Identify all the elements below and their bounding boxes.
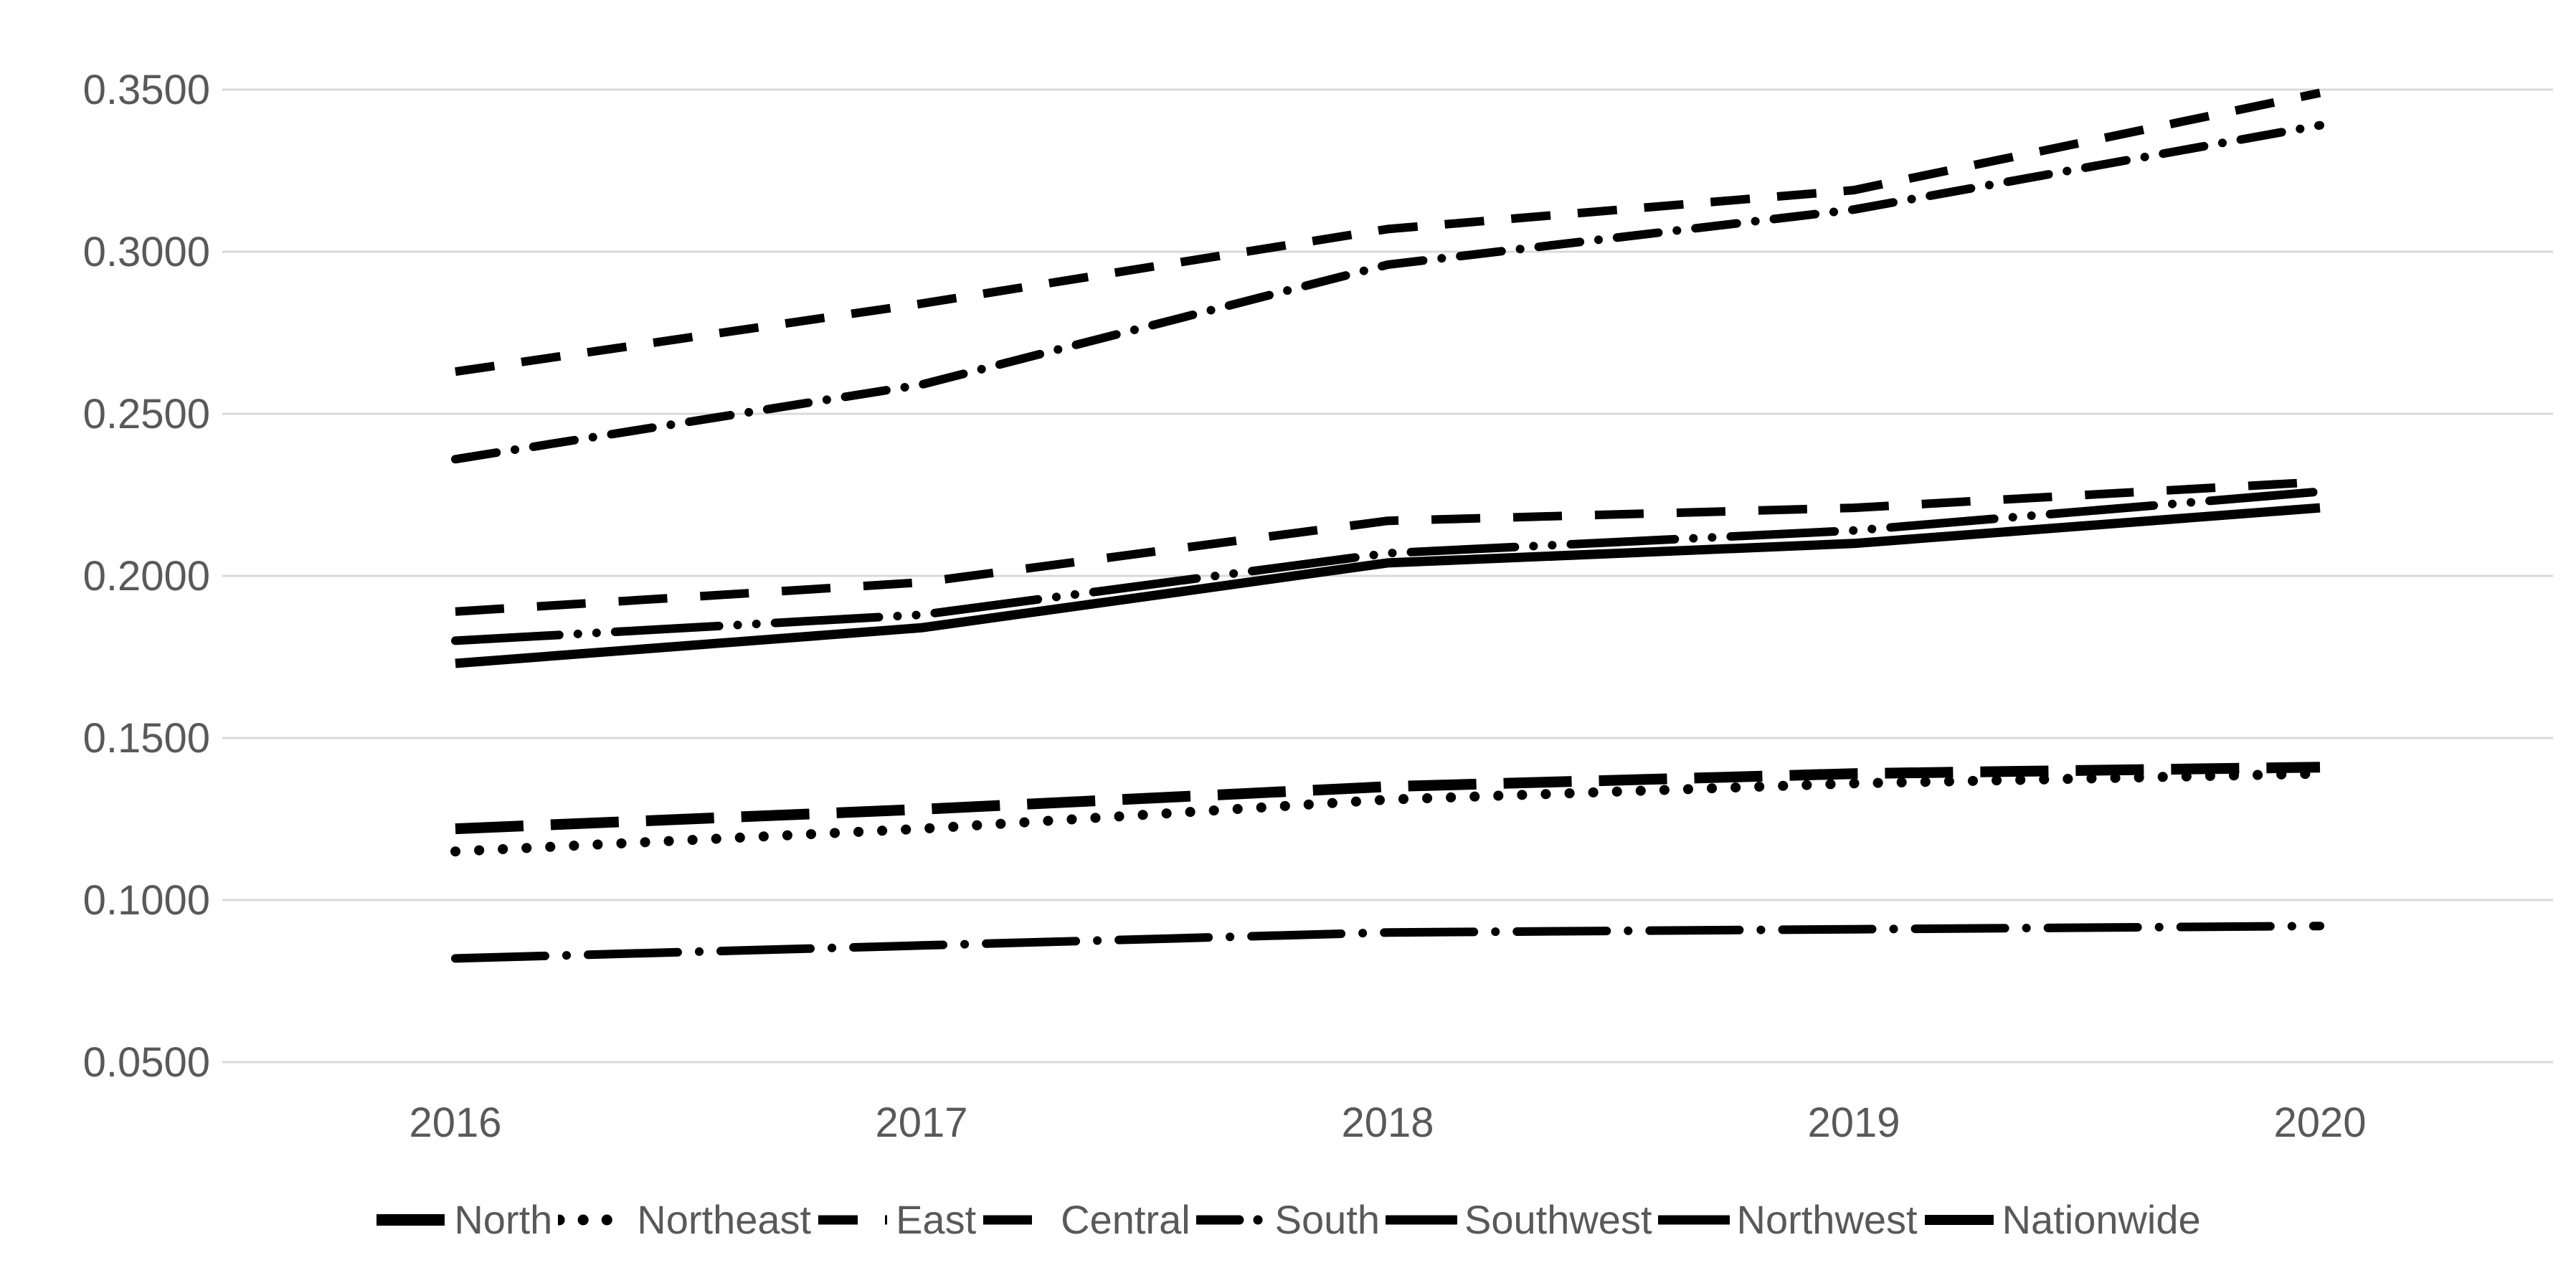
legend-label: North — [454, 1197, 553, 1242]
legend-item-northwest: Northwest — [1657, 1196, 1918, 1243]
y-axis-tick-label: 0.3500 — [83, 67, 210, 113]
legend-item-nationwide: Nationwide — [1923, 1196, 2201, 1243]
legend-swatch-dash-icon — [818, 1215, 888, 1224]
legend-swatch-dash-dot-icon — [1195, 1215, 1268, 1224]
legend-label: Nationwide — [2002, 1197, 2201, 1242]
series-line-south — [451, 120, 2324, 464]
legend-label: Central — [1061, 1197, 1190, 1242]
legend-item-northeast: Northeast — [558, 1196, 811, 1243]
legend-label: South — [1274, 1197, 1381, 1242]
x-axis-tick-label: 2016 — [409, 1099, 501, 1146]
legend-item-south: South — [1195, 1196, 1381, 1243]
series-line-southwest — [451, 922, 2324, 963]
series-line-northeast — [450, 768, 2325, 857]
legend-label: Northeast — [637, 1197, 812, 1242]
legend-swatch-dot-icon — [558, 1214, 630, 1225]
series-line-central — [455, 477, 2321, 616]
legend-swatch-long-dash-dot-dot-icon — [1657, 1215, 1730, 1224]
x-axis-tick-label: 2020 — [2273, 1099, 2366, 1146]
legend-item-north: North — [375, 1196, 552, 1243]
legend-swatch-long-dash-dot-icon — [1386, 1215, 1458, 1224]
x-axis-tick-label: 2017 — [875, 1099, 967, 1146]
x-axis-tick-label: 2018 — [1341, 1099, 1434, 1146]
legend-item-east: East — [817, 1196, 976, 1243]
y-axis-tick-label: 0.3000 — [83, 229, 210, 275]
y-axis-tick-label: 0.0500 — [83, 1039, 210, 1086]
legend-swatch-dash-large-gap-icon — [983, 1215, 1053, 1224]
legend-label: East — [896, 1197, 977, 1242]
legend-label: Southwest — [1464, 1197, 1652, 1242]
series-line-north — [455, 762, 2321, 835]
legend-item-southwest: Southwest — [1386, 1196, 1652, 1243]
legend-label: Northwest — [1736, 1197, 1918, 1242]
plot-area: 0.3500 0.3000 0.2500 0.2000 0.1500 0.1000 0.05… — [83, 67, 2553, 1146]
chart-legend: North Northeast East Central South Southwest N… — [0, 1196, 2576, 1243]
x-axis-tick-label: 2019 — [1807, 1099, 1900, 1146]
y-axis-tick-label: 0.2500 — [83, 391, 210, 437]
series-line-nationwide — [455, 503, 2321, 668]
series-line-northwest — [451, 487, 2324, 645]
y-axis-tick-label: 0.2000 — [83, 553, 210, 600]
y-axis-tick-label: 0.1500 — [83, 715, 210, 762]
series-line-east — [455, 88, 2321, 377]
legend-item-central: Central — [982, 1196, 1190, 1243]
legend-swatch-long-dash-icon — [377, 1213, 446, 1226]
legend-swatch-solid-icon — [1924, 1214, 1994, 1225]
y-axis-tick-label: 0.1000 — [83, 877, 210, 924]
